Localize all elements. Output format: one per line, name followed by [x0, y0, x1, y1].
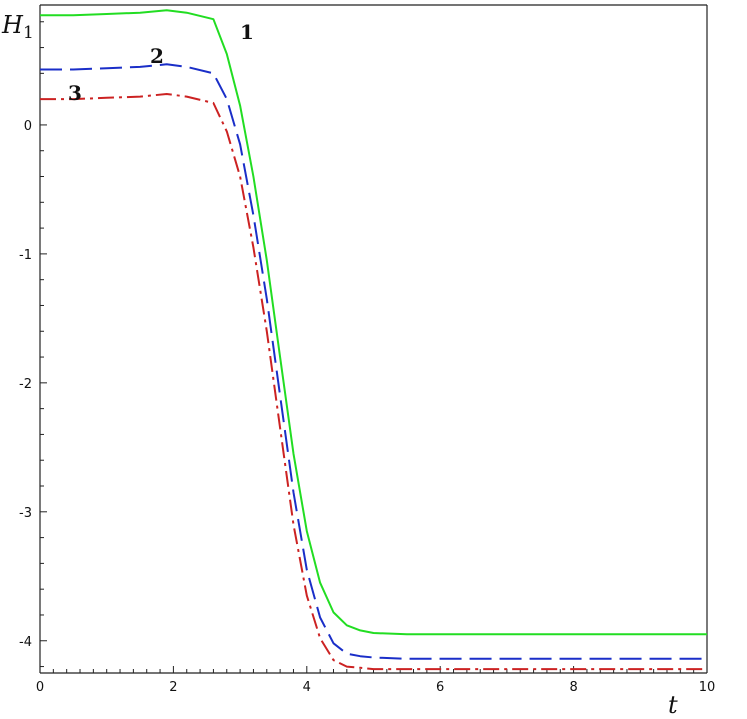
x-tick-label: 6	[436, 680, 444, 695]
x-axis-label: t	[668, 691, 678, 719]
x-tick-label: 8	[569, 680, 577, 695]
y-tick-label: -1	[19, 248, 32, 263]
series-label-2: 2	[150, 44, 164, 68]
labels-layer: H1 t 1 2 3	[1, 11, 678, 719]
y-axis-label-sub: 1	[23, 23, 34, 43]
series-line-2	[40, 63, 707, 660]
y-tick-label: -3	[19, 506, 32, 521]
series-line-1	[40, 9, 707, 636]
x-tick-label: 2	[169, 680, 177, 695]
series-label-1: 1	[240, 20, 254, 44]
x-tick-label: 0	[36, 680, 44, 695]
axes: 0 2 4 6 8 10 0 -1 -2 -3 -4	[19, 4, 716, 695]
y-axis-label-main: H	[1, 11, 24, 39]
x-tick-label: 10	[699, 680, 716, 695]
y-axis-label: H1	[1, 11, 34, 43]
x-tick-label: 4	[303, 680, 311, 695]
y-tick-label: 0	[24, 119, 32, 134]
series-label-3: 3	[68, 81, 82, 105]
y-tick-label: -2	[19, 377, 32, 392]
series-layer	[40, 9, 707, 671]
series-line-3	[40, 93, 707, 671]
y-tick-label: -4	[19, 635, 32, 650]
